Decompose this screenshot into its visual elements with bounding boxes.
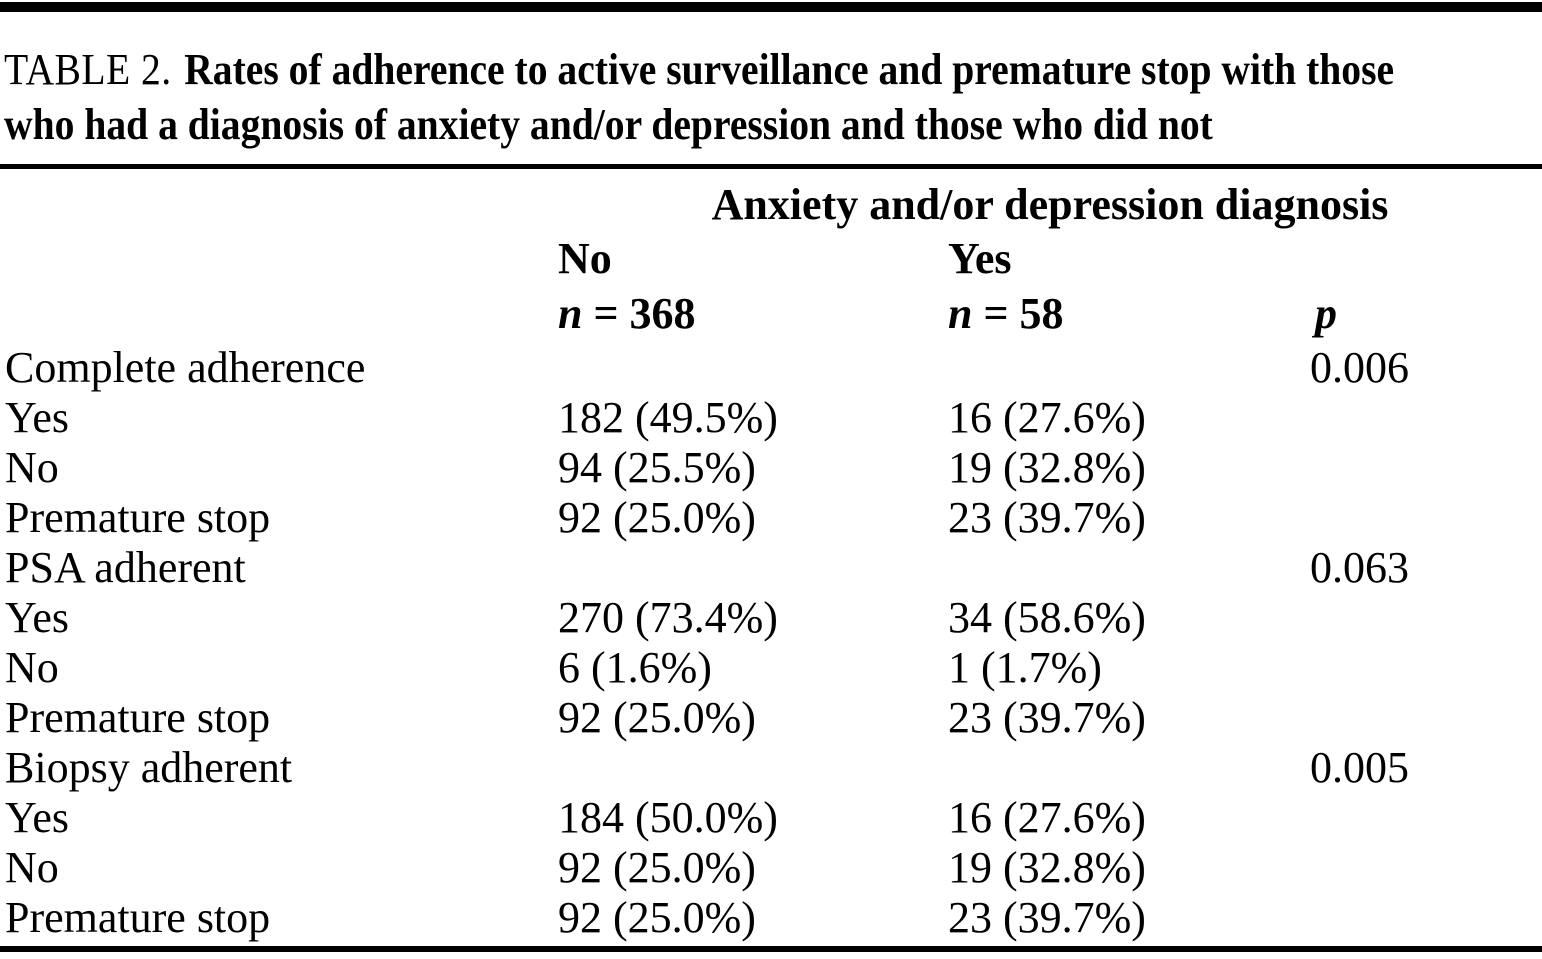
top-rule bbox=[0, 2, 1542, 12]
n-symbol: n bbox=[948, 289, 973, 338]
value-yes-diagnosis: 23 (39.7%) bbox=[948, 493, 1146, 542]
value-yes-diagnosis: 23 (39.7%) bbox=[948, 893, 1146, 942]
table-row: Complete adherence 0.006 bbox=[0, 343, 1542, 393]
table-number-label: TABLE 2. bbox=[4, 45, 172, 94]
table-row: Biopsy adherent 0.005 bbox=[0, 743, 1542, 793]
table-body: Complete adherence 0.006 Yes 182 (49.5%)… bbox=[0, 343, 1542, 943]
value-no-diagnosis: 182 (49.5%) bbox=[558, 393, 778, 442]
value-yes-diagnosis: 23 (39.7%) bbox=[948, 693, 1146, 742]
caption-line2: who had a diagnosis of anxiety and/or de… bbox=[4, 100, 1213, 149]
value-no-diagnosis: 270 (73.4%) bbox=[558, 593, 778, 642]
row-label: No bbox=[5, 443, 59, 492]
value-no-diagnosis: 92 (25.0%) bbox=[558, 893, 756, 942]
p-value bbox=[1310, 493, 1542, 543]
value-no-diagnosis bbox=[558, 543, 948, 593]
value-no-diagnosis bbox=[558, 743, 948, 793]
header-spacer bbox=[0, 285, 558, 343]
p-value: 0.063 bbox=[1310, 543, 1409, 592]
p-value bbox=[1310, 693, 1542, 743]
value-yes-diagnosis bbox=[948, 543, 1310, 593]
table-row: No 6 (1.6%) 1 (1.7%) bbox=[0, 643, 1542, 693]
row-label: Premature stop bbox=[5, 493, 271, 542]
value-yes-diagnosis: 16 (27.6%) bbox=[948, 393, 1146, 442]
header-spacer bbox=[0, 169, 558, 233]
column-n-no: n = 368 bbox=[558, 285, 948, 343]
row-label: PSA adherent bbox=[5, 543, 246, 592]
value-yes-diagnosis: 19 (32.8%) bbox=[948, 443, 1146, 492]
value-no-diagnosis: 92 (25.0%) bbox=[558, 693, 756, 742]
row-label: Yes bbox=[5, 393, 70, 442]
value-no-diagnosis: 92 (25.0%) bbox=[558, 843, 756, 892]
value-no-diagnosis: 6 (1.6%) bbox=[558, 643, 712, 692]
row-label: Complete adherence bbox=[5, 343, 366, 392]
value-yes-diagnosis: 19 (32.8%) bbox=[948, 843, 1146, 892]
row-label: Biopsy adherent bbox=[5, 743, 293, 792]
table-header-group-row: Anxiety and/or depression diagnosis bbox=[0, 169, 1542, 233]
p-value: 0.006 bbox=[1310, 343, 1409, 392]
table-row: Premature stop 92 (25.0%) 23 (39.7%) bbox=[0, 693, 1542, 743]
p-value bbox=[1310, 793, 1542, 843]
bottom-rule bbox=[0, 946, 1542, 952]
p-value bbox=[1310, 443, 1542, 493]
value-no-diagnosis: 94 (25.5%) bbox=[558, 443, 756, 492]
n-symbol: n bbox=[558, 289, 583, 338]
row-label: Premature stop bbox=[5, 893, 271, 942]
table-n-row: n = 368 n = 58 p bbox=[0, 285, 1542, 343]
header-spacer bbox=[1310, 233, 1542, 285]
column-header-p: p bbox=[1315, 289, 1337, 338]
value-yes-diagnosis: 34 (58.6%) bbox=[948, 593, 1146, 642]
table-row: Premature stop 92 (25.0%) 23 (39.7%) bbox=[0, 493, 1542, 543]
value-yes-diagnosis bbox=[948, 743, 1310, 793]
value-no-diagnosis: 92 (25.0%) bbox=[558, 493, 756, 542]
table-row: Yes 184 (50.0%) 16 (27.6%) bbox=[0, 793, 1542, 843]
row-label: No bbox=[5, 843, 59, 892]
row-label: No bbox=[5, 643, 59, 692]
row-label: Yes bbox=[5, 593, 70, 642]
table-row: No 92 (25.0%) 19 (32.8%) bbox=[0, 843, 1542, 893]
column-n-yes: n = 58 bbox=[948, 285, 1310, 343]
n-count-yes: = 58 bbox=[983, 289, 1064, 338]
p-value bbox=[1310, 593, 1542, 643]
column-header-yes: Yes bbox=[948, 234, 1012, 283]
caption-line1: Rates of adherence to active surveillanc… bbox=[184, 45, 1395, 94]
value-yes-diagnosis: 1 (1.7%) bbox=[948, 643, 1102, 692]
table-row: No 94 (25.5%) 19 (32.8%) bbox=[0, 443, 1542, 493]
table-row: Yes 270 (73.4%) 34 (58.6%) bbox=[0, 593, 1542, 643]
value-no-diagnosis bbox=[558, 343, 948, 393]
n-count-no: = 368 bbox=[593, 289, 696, 338]
table-row: PSA adherent 0.063 bbox=[0, 543, 1542, 593]
table-row: Yes 182 (49.5%) 16 (27.6%) bbox=[0, 393, 1542, 443]
p-value bbox=[1310, 893, 1542, 943]
header-spacer bbox=[0, 233, 558, 285]
table-subheader-row: No Yes bbox=[0, 233, 1542, 285]
p-value: 0.005 bbox=[1310, 743, 1409, 792]
column-group-header: Anxiety and/or depression diagnosis bbox=[711, 180, 1389, 229]
column-header-no: No bbox=[558, 234, 612, 283]
value-yes-diagnosis: 16 (27.6%) bbox=[948, 793, 1146, 842]
value-yes-diagnosis bbox=[948, 343, 1310, 393]
p-value bbox=[1310, 393, 1542, 443]
row-label: Premature stop bbox=[5, 693, 271, 742]
row-label: Yes bbox=[5, 793, 70, 842]
value-no-diagnosis: 184 (50.0%) bbox=[558, 793, 778, 842]
adherence-table: Anxiety and/or depression diagnosis No Y… bbox=[0, 169, 1542, 943]
header-rule bbox=[0, 164, 1542, 169]
p-value bbox=[1310, 843, 1542, 893]
table-row: Premature stop 92 (25.0%) 23 (39.7%) bbox=[0, 893, 1542, 943]
table-caption: TABLE 2. Rates of adherence to active sur… bbox=[4, 42, 1394, 152]
p-value bbox=[1310, 643, 1542, 693]
